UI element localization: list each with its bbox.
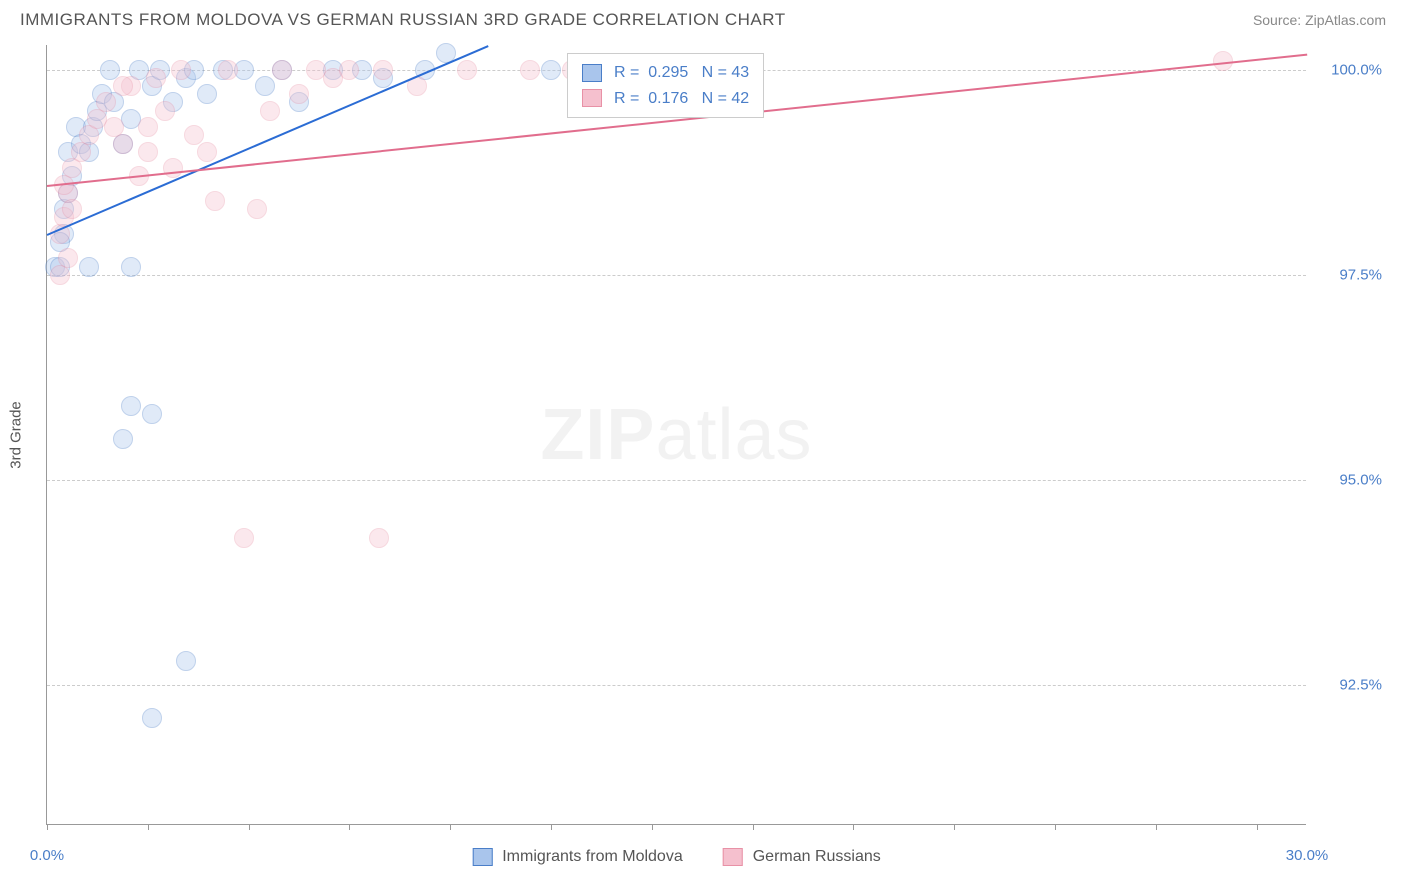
scatter-point [520,60,540,80]
watermark-bold: ZIP [540,395,655,475]
series-legend: Immigrants from Moldova German Russians [472,848,881,866]
scatter-point [234,528,254,548]
scatter-point [155,101,175,121]
stats-legend-row: R = 0.176 N = 42 [582,86,749,112]
scatter-point [541,60,561,80]
scatter-point [79,257,99,277]
title-bar: IMMIGRANTS FROM MOLDOVA VS GERMAN RUSSIA… [0,0,1406,34]
xtick-mark [753,824,754,830]
xtick-mark [551,824,552,830]
scatter-point [142,708,162,728]
scatter-point [62,199,82,219]
xtick-mark [1055,824,1056,830]
scatter-point [138,117,158,137]
source-attribution: Source: ZipAtlas.com [1253,12,1386,28]
scatter-point [260,101,280,121]
stats-legend: R = 0.295 N = 43R = 0.176 N = 42 [567,53,764,118]
scatter-point [142,404,162,424]
xtick-mark [652,824,653,830]
legend-swatch [472,848,492,866]
ytick-label: 100.0% [1312,61,1382,78]
xtick-mark [249,824,250,830]
xtick-mark [1156,824,1157,830]
scatter-point [457,60,477,80]
xtick-label: 30.0% [1286,847,1329,864]
scatter-point [197,84,217,104]
legend-swatch [582,64,602,82]
scatter-point [113,429,133,449]
series-legend-item: Immigrants from Moldova [472,848,683,866]
scatter-point [339,60,359,80]
gridline-h [47,480,1306,481]
scatter-point [369,528,389,548]
watermark-light: atlas [655,395,812,475]
chart-title: IMMIGRANTS FROM MOLDOVA VS GERMAN RUSSIA… [20,10,786,30]
stats-legend-row: R = 0.295 N = 43 [582,60,749,86]
scatter-point [58,248,78,268]
ytick-label: 95.0% [1312,472,1382,489]
plot-wrapper: 3rd Grade ZIPatlas 92.5%95.0%97.5%100.0%… [46,45,1386,825]
xtick-label: 0.0% [30,847,64,864]
scatter-point [121,396,141,416]
gridline-h [47,685,1306,686]
series-legend-label: German Russians [753,848,881,866]
legend-swatch [582,89,602,107]
stats-legend-text: R = 0.295 N = 43 [614,60,749,86]
scatter-point [113,134,133,154]
series-legend-item: German Russians [723,848,881,866]
xtick-mark [954,824,955,830]
scatter-point [138,142,158,162]
xtick-mark [47,824,48,830]
scatter-point [272,60,292,80]
scatter-point [247,199,267,219]
xtick-mark [853,824,854,830]
scatter-point [197,142,217,162]
scatter-point [163,158,183,178]
stats-legend-text: R = 0.176 N = 42 [614,86,749,112]
scatter-plot-area: ZIPatlas 92.5%95.0%97.5%100.0%0.0%30.0%R… [46,45,1306,825]
xtick-mark [450,824,451,830]
scatter-point [121,257,141,277]
scatter-point [146,68,166,88]
scatter-point [171,60,191,80]
scatter-point [205,191,225,211]
legend-swatch [723,848,743,866]
scatter-point [255,76,275,96]
ytick-label: 92.5% [1312,677,1382,694]
xtick-mark [148,824,149,830]
xtick-mark [1257,824,1258,830]
scatter-point [289,84,309,104]
scatter-point [218,60,238,80]
scatter-point [113,76,133,96]
xtick-mark [349,824,350,830]
scatter-point [373,60,393,80]
ytick-label: 97.5% [1312,266,1382,283]
scatter-point [176,651,196,671]
watermark: ZIPatlas [540,394,812,476]
series-legend-label: Immigrants from Moldova [502,848,683,866]
scatter-point [96,92,116,112]
y-axis-label: 3rd Grade [8,401,25,469]
gridline-h [47,275,1306,276]
